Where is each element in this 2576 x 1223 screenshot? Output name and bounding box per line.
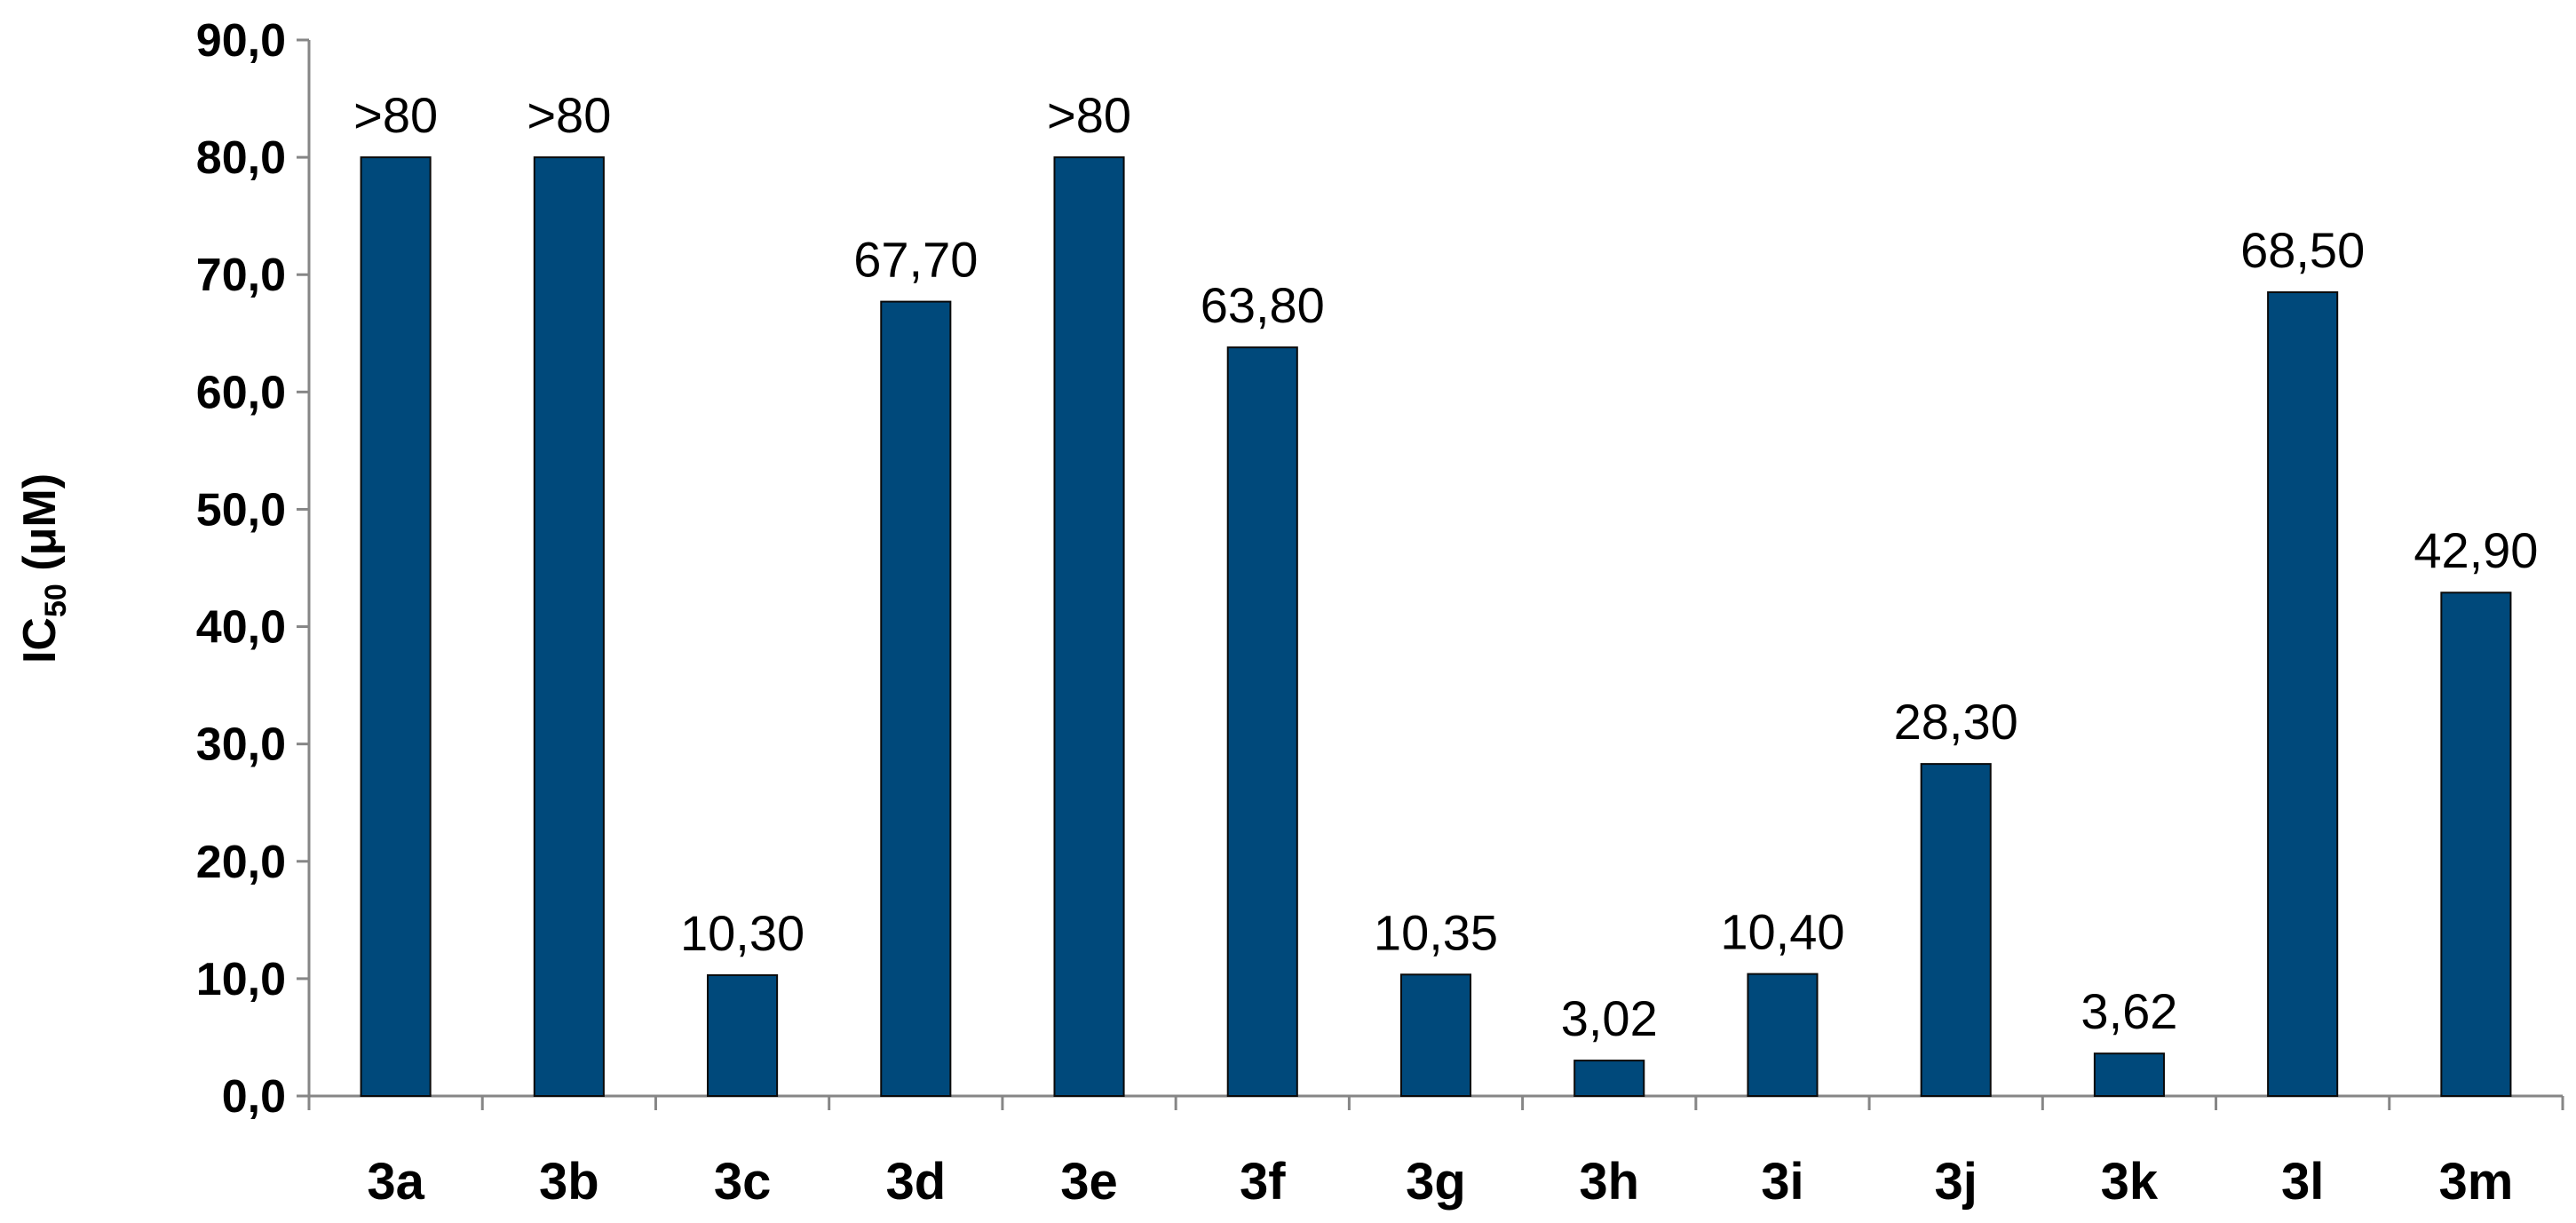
x-tick-label: 3g bbox=[1406, 1153, 1466, 1211]
x-tick-label: 3f bbox=[1240, 1153, 1286, 1211]
y-tick-label: 30,0 bbox=[196, 719, 286, 771]
y-tick-label: 50,0 bbox=[196, 484, 286, 536]
x-tick-label: 3b bbox=[539, 1153, 599, 1211]
x-tick-label: 3i bbox=[1761, 1153, 1803, 1211]
value-label: 10,40 bbox=[1720, 904, 1844, 960]
y-label-main: IC bbox=[14, 617, 66, 663]
y-label-unit: (μM) bbox=[14, 473, 66, 584]
x-tick-label: 3d bbox=[885, 1153, 946, 1211]
bar bbox=[1399, 973, 1472, 1098]
value-label: 10,35 bbox=[1374, 904, 1498, 960]
x-tick-label: 3k bbox=[2101, 1153, 2159, 1211]
bar bbox=[360, 156, 432, 1098]
x-tick-label: 3h bbox=[1579, 1153, 1639, 1211]
y-axis-label: IC50 (μM) bbox=[14, 473, 73, 663]
y-tick-label: 0,0 bbox=[222, 1071, 286, 1123]
value-label: 3,02 bbox=[1561, 990, 1658, 1046]
value-label: >80 bbox=[1047, 87, 1131, 143]
value-label: 68,50 bbox=[2240, 222, 2365, 278]
bar bbox=[1573, 1060, 1645, 1097]
value-label: 10,30 bbox=[680, 905, 805, 961]
y-tick-label: 80,0 bbox=[196, 132, 286, 184]
y-tick-label: 40,0 bbox=[196, 602, 286, 654]
bar bbox=[2440, 592, 2512, 1097]
y-tick-label: 70,0 bbox=[196, 250, 286, 301]
bar bbox=[880, 300, 952, 1097]
value-label: 28,30 bbox=[1894, 694, 2018, 750]
y-tick-label: 10,0 bbox=[196, 954, 286, 1005]
bar bbox=[1920, 763, 1992, 1097]
bar bbox=[707, 973, 779, 1097]
y-label-subscript: 50 bbox=[39, 584, 73, 617]
bar bbox=[2267, 291, 2339, 1097]
bar bbox=[2093, 1052, 2165, 1098]
bar bbox=[1747, 973, 1819, 1098]
x-tick-label: 3e bbox=[1060, 1153, 1118, 1211]
y-tick-label: 60,0 bbox=[196, 367, 286, 418]
x-tick-label: 3c bbox=[714, 1153, 772, 1211]
x-tick-label: 3m bbox=[2438, 1153, 2513, 1211]
value-label: 67,70 bbox=[853, 232, 978, 288]
value-label: >80 bbox=[527, 87, 611, 143]
value-label: 63,80 bbox=[1201, 277, 1325, 333]
value-label: 42,90 bbox=[2414, 522, 2538, 578]
y-tick-label: 90,0 bbox=[196, 15, 286, 67]
value-label: >80 bbox=[353, 87, 438, 143]
y-tick-label: 20,0 bbox=[196, 837, 286, 888]
value-label: 3,62 bbox=[2081, 983, 2177, 1039]
x-tick-label: 3j bbox=[1935, 1153, 1978, 1211]
x-tick-label: 3l bbox=[2281, 1153, 2324, 1211]
bar bbox=[533, 156, 605, 1098]
bar bbox=[1053, 156, 1125, 1098]
bar bbox=[1226, 346, 1298, 1097]
x-tick-label: 3a bbox=[367, 1153, 424, 1211]
